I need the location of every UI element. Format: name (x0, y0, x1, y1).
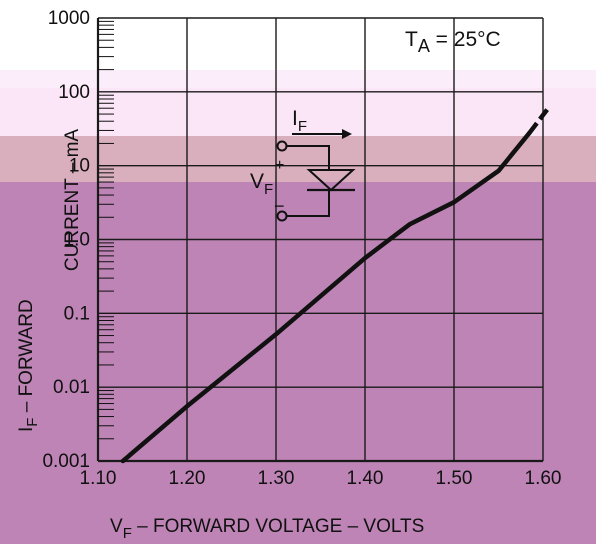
minor-ticks (98, 20, 114, 440)
x-tick-label: 1.60 (525, 468, 562, 489)
voltage-label-sub: F (264, 181, 273, 198)
terminal-top (276, 140, 288, 152)
forward-current-curve-extension (527, 107, 550, 135)
y-tick-label: 10 (69, 156, 90, 177)
y-tick-label: 0.1 (64, 303, 90, 324)
minus-sign: − (274, 196, 285, 216)
temperature-annotation-value: = 25°C (430, 28, 501, 51)
temperature-annotation-sub: A (418, 36, 430, 56)
y-tick-label: 100 (58, 82, 90, 103)
y-tick-label: 1.0 (64, 230, 90, 251)
plus-sign: + (275, 157, 284, 174)
y-axis-title-lower-sub: F (24, 418, 41, 427)
current-label-sub: F (298, 118, 307, 135)
current-arrowhead (342, 129, 352, 139)
y-tick-label: 0.01 (53, 377, 90, 398)
y-tick-label: 0.001 (42, 451, 90, 472)
tick-labels: 1.10 1.20 1.30 1.40 1.50 1.60 1000 100 10 1.0 0.1 0… (42, 8, 561, 489)
y-axis-title-upper: CURRENT – mA (62, 129, 83, 271)
wire-top (287, 145, 330, 170)
band-light-top (0, 70, 596, 88)
x-tick-label: 1.40 (347, 468, 384, 489)
x-axis-title-sub: F (123, 525, 132, 542)
x-tick-label: 1.20 (169, 468, 206, 489)
x-axis-title-text: – FORWARD VOLTAGE – VOLTS (132, 516, 424, 537)
x-tick-label: 1.30 (258, 468, 295, 489)
y-axis-title-lower: IF – FORWARD (16, 299, 41, 432)
band-light (0, 88, 596, 136)
x-tick-label: 1.10 (80, 468, 117, 489)
band-purple-lower (0, 278, 596, 544)
terminal-bottom (276, 210, 288, 222)
series-layer (120, 107, 550, 464)
y-axis-title-lower-text: – FORWARD (16, 299, 37, 417)
forward-current-curve (120, 130, 532, 464)
wire-bottom (287, 189, 330, 217)
x-tick-label: 1.50 (436, 468, 473, 489)
grid-lines (96, 17, 544, 463)
diode-triangle (306, 169, 356, 192)
y-tick-label: 1000 (48, 8, 90, 29)
